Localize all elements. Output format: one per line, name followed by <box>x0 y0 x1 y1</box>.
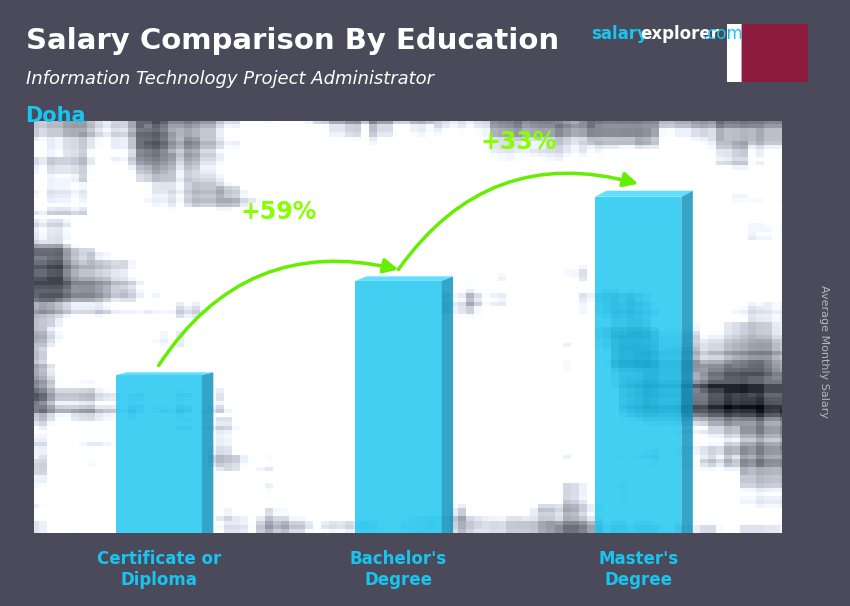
Polygon shape <box>682 191 693 533</box>
Polygon shape <box>741 53 752 60</box>
Polygon shape <box>355 281 441 533</box>
Text: Information Technology Project Administrator: Information Technology Project Administr… <box>26 70 434 88</box>
Text: 19,600 QAR: 19,600 QAR <box>598 170 698 185</box>
Polygon shape <box>355 276 453 281</box>
Polygon shape <box>441 276 453 533</box>
Text: Salary Comparison By Education: Salary Comparison By Education <box>26 27 558 55</box>
Text: Average Monthly Salary: Average Monthly Salary <box>819 285 829 418</box>
Polygon shape <box>595 197 682 533</box>
Polygon shape <box>741 24 752 32</box>
Polygon shape <box>201 372 213 533</box>
Polygon shape <box>741 67 752 75</box>
Polygon shape <box>741 39 752 46</box>
Polygon shape <box>741 46 752 53</box>
Text: explorer: explorer <box>640 25 719 44</box>
Polygon shape <box>116 375 201 533</box>
Polygon shape <box>741 32 752 39</box>
Polygon shape <box>741 24 808 82</box>
Text: salary: salary <box>591 25 648 44</box>
Polygon shape <box>727 24 741 82</box>
Polygon shape <box>741 60 752 67</box>
Text: Doha: Doha <box>26 106 86 126</box>
Text: +33%: +33% <box>480 130 557 154</box>
Polygon shape <box>116 372 213 375</box>
Text: 9,210 QAR: 9,210 QAR <box>123 352 213 367</box>
Text: +59%: +59% <box>241 200 317 224</box>
Polygon shape <box>741 75 752 82</box>
Text: .com: .com <box>702 25 743 44</box>
Polygon shape <box>595 191 693 197</box>
Text: 14,700 QAR: 14,700 QAR <box>358 256 458 271</box>
